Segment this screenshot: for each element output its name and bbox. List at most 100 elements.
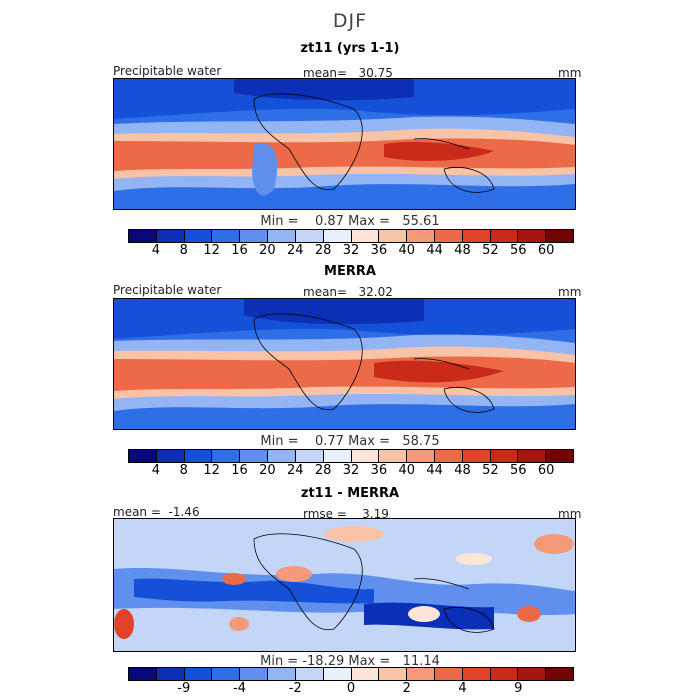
- colorbar-segment: [268, 450, 296, 462]
- colorbar-tick-label: 16: [231, 243, 248, 258]
- colorbar-tick-label: 52: [482, 463, 499, 478]
- colorbar-tick-label: 36: [370, 243, 388, 258]
- colorbar-tick-label: 4: [151, 243, 161, 258]
- colorbar-tick-label: 16: [231, 463, 248, 478]
- colorbar-tick-label: 32: [342, 463, 360, 478]
- colorbar-tick-label: 20: [259, 243, 276, 258]
- colorbar-tick-label: 9: [514, 681, 523, 696]
- colorbar-segment: [407, 668, 435, 680]
- colorbar-segment: [295, 230, 324, 242]
- colorbar-segment: [518, 450, 547, 462]
- colorbar-tick-label: 40: [398, 243, 416, 258]
- panel-3-map: [113, 518, 576, 652]
- panel-2-title: MERRA: [324, 264, 376, 279]
- colorbar-tick-label: 8: [179, 463, 188, 478]
- colorbar-segment: [129, 450, 157, 462]
- panel-3-rmse-label: rmse = 3.19: [303, 507, 389, 521]
- panel-3-title: zt11 - MERRA: [300, 486, 400, 501]
- panel-2-minmax: Min = 0.77 Max = 58.75: [260, 434, 440, 449]
- panel-2-colorbar: [128, 449, 574, 463]
- colorbar-segment: [240, 450, 269, 462]
- colorbar-segment: [462, 668, 491, 680]
- colorbar-segment: [490, 668, 519, 680]
- colorbar-segment: [462, 230, 491, 242]
- colorbar-segment: [351, 668, 380, 680]
- colorbar-segment: [156, 230, 185, 242]
- figure-title: DJF: [332, 10, 368, 32]
- colorbar-tick-label: 56: [509, 463, 527, 478]
- colorbar-segment: [156, 668, 185, 680]
- colorbar-segment: [156, 450, 185, 462]
- panel-1-variable-label: Precipitable water: [113, 64, 222, 78]
- colorbar-tick-label: 44: [426, 243, 443, 258]
- colorbar-segment: [546, 668, 573, 680]
- colorbar-tick-label: 0: [346, 681, 356, 696]
- colorbar-segment: [212, 668, 241, 680]
- panel-2-colorbar-ticks: 4 8 12 16 20 24 28 32 36 40 44 48 52 56 60: [128, 463, 574, 479]
- colorbar-segment: [240, 230, 269, 242]
- colorbar-tick-label: 48: [454, 463, 471, 478]
- colorbar-tick-label: 2: [402, 681, 411, 696]
- colorbar-tick-label: 4: [458, 681, 467, 696]
- colorbar-tick-label: 60: [537, 463, 555, 478]
- colorbar-tick-label: 12: [203, 463, 220, 478]
- colorbar-segment: [323, 450, 352, 462]
- colorbar-segment: [129, 230, 157, 242]
- colorbar-tick-label: 40: [398, 463, 416, 478]
- panel-3-units: mm: [558, 507, 582, 521]
- colorbar-segment: [379, 668, 408, 680]
- colorbar-segment: [351, 230, 380, 242]
- panel-2-map: [113, 298, 576, 430]
- colorbar-tick-label: -9: [177, 681, 191, 696]
- colorbar-tick-label: -4: [233, 681, 246, 696]
- colorbar-segment: [546, 450, 573, 462]
- colorbar-segment: [518, 668, 547, 680]
- colorbar-segment: [490, 230, 519, 242]
- colorbar-segment: [434, 668, 463, 680]
- colorbar-tick-label: 36: [370, 463, 388, 478]
- colorbar-segment: [546, 230, 573, 242]
- colorbar-tick-label: 24: [286, 243, 304, 258]
- panel-1-minmax: Min = 0.87 Max = 55.61: [260, 214, 440, 229]
- panel-1-units: mm: [558, 66, 582, 80]
- colorbar-tick-label: 4: [151, 463, 161, 478]
- panel-3-colorbar: [128, 667, 574, 681]
- colorbar-segment: [295, 450, 324, 462]
- colorbar-segment: [240, 668, 269, 680]
- panel-1-title: zt11 (yrs 1-1): [300, 41, 400, 56]
- colorbar-segment: [379, 450, 408, 462]
- colorbar-segment: [518, 230, 547, 242]
- colorbar-segment: [462, 450, 491, 462]
- panel-2-mean-label: mean= 32.02: [303, 285, 393, 299]
- colorbar-segment: [184, 450, 213, 462]
- panel-1-colorbar-ticks: 4 8 12 16 20 24 28 32 36 40 44 48 52 56 60: [128, 243, 574, 259]
- panel-1-map: [113, 78, 576, 210]
- colorbar-tick-label: 48: [454, 243, 471, 258]
- colorbar-tick-label: -2: [288, 681, 302, 696]
- colorbar-tick-label: 28: [314, 463, 332, 478]
- colorbar-tick-label: 56: [509, 243, 527, 258]
- colorbar-tick-label: 32: [342, 243, 360, 258]
- colorbar-tick-label: 20: [259, 463, 276, 478]
- colorbar-segment: [434, 450, 463, 462]
- colorbar-segment: [323, 230, 352, 242]
- colorbar-segment: [323, 668, 352, 680]
- panel-1-mean-label: mean= 30.75: [303, 66, 393, 80]
- colorbar-segment: [184, 668, 213, 680]
- colorbar-segment: [129, 668, 157, 680]
- colorbar-segment: [184, 230, 213, 242]
- panel-3-minmax: Min = -18.29 Max = 11.14: [260, 654, 440, 669]
- panel-3-colorbar-ticks: -9 -4 -2 0 2 4 9: [128, 681, 574, 697]
- colorbar-segment: [490, 450, 519, 462]
- panel-3-mean-label: mean = -1.46: [113, 505, 200, 519]
- panel-2-variable-label: Precipitable water: [113, 283, 222, 297]
- colorbar-segment: [268, 230, 296, 242]
- colorbar-segment: [407, 230, 435, 242]
- colorbar-tick-label: 12: [203, 243, 220, 258]
- colorbar-segment: [407, 450, 435, 462]
- panel-1-colorbar: [128, 229, 574, 243]
- colorbar-segment: [212, 450, 241, 462]
- colorbar-tick-label: 8: [179, 243, 188, 258]
- colorbar-tick-label: 28: [314, 243, 332, 258]
- colorbar-segment: [379, 230, 408, 242]
